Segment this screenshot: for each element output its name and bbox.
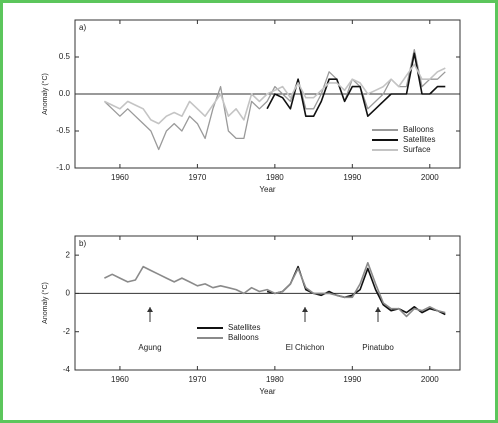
series-line [104,262,446,318]
y-tick-label: -0.5 [56,126,70,135]
x-axis-label: Year [259,387,276,396]
y-tick-label: -1.0 [56,163,70,172]
x-tick-label: 1970 [188,375,206,384]
x-tick-label: 1960 [111,375,129,384]
y-tick-label: 0.0 [59,89,71,98]
y-tick-label: 2 [66,250,71,259]
annotation: Pinatubo [362,343,394,352]
annotation-arrowhead [147,307,153,312]
x-axis-label: Year [259,185,276,194]
y-axis-label: Anomaly (°C) [41,73,49,115]
plot-frame [74,235,461,371]
series-line [103,48,446,151]
x-tick-label: 1990 [343,173,361,182]
annotation: Agung [138,343,161,352]
annotation: El Chichon [286,343,325,352]
legend-label: Balloons [403,125,434,134]
x-tick-label: 1960 [111,173,129,182]
legend-label: Satellites [228,323,260,332]
x-tick-label: 1980 [266,375,284,384]
x-tick-label: 2000 [421,375,439,384]
y-axis-label: Anomaly (°C) [41,282,49,324]
x-tick-label: 1980 [266,173,284,182]
y-tick-label: -4 [63,365,71,374]
legend-label: Surface [403,145,431,154]
legend-label: Satellites [403,135,435,144]
x-tick-label: 1990 [343,375,361,384]
panel-label: b) [79,239,86,248]
annotation-arrowhead [375,307,381,312]
y-tick-label: 0.5 [59,52,71,61]
annotation-arrowhead [302,307,308,312]
series-line [104,63,446,125]
legend-label: Balloons [228,333,259,342]
y-tick-label: -2 [63,327,71,336]
x-tick-label: 1970 [188,173,206,182]
panel-label: a) [79,23,86,32]
x-tick-label: 2000 [421,173,439,182]
y-tick-label: 0 [66,289,71,298]
